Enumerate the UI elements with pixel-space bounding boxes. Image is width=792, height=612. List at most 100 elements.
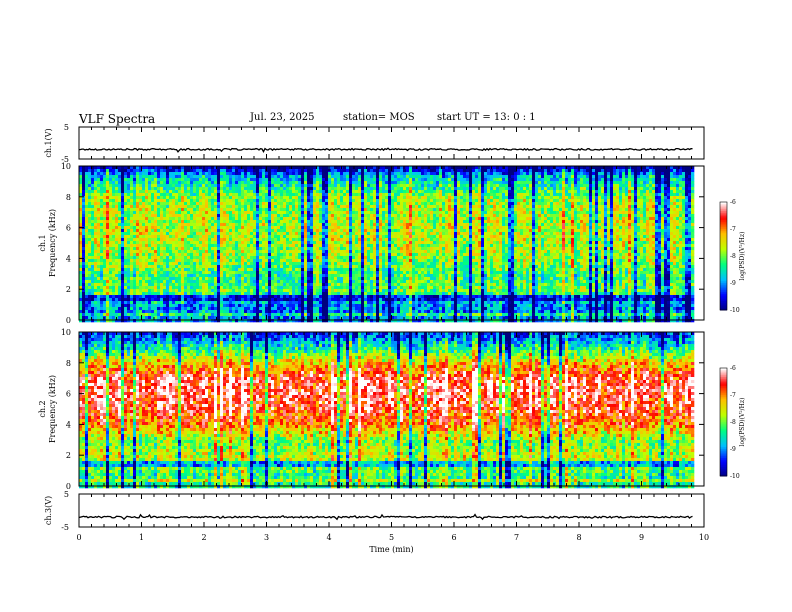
spectro-cell xyxy=(232,286,236,290)
spectro-cell xyxy=(349,220,353,224)
spectro-cell xyxy=(343,241,347,245)
spectro-cell xyxy=(100,190,104,194)
spectro-cell xyxy=(298,292,302,296)
spectro-cell xyxy=(274,280,278,284)
spectro-cell xyxy=(82,238,86,242)
spectro-cell xyxy=(295,184,299,188)
spectro-cell xyxy=(196,214,200,218)
spectro-cell xyxy=(205,238,209,242)
spectro-cell xyxy=(103,265,107,269)
spectro-cell xyxy=(109,319,113,323)
spectro-cell xyxy=(217,241,221,245)
spectro-cell xyxy=(223,235,227,239)
spectro-cell xyxy=(271,265,275,269)
spectro-cell xyxy=(217,166,221,170)
spectro-cell xyxy=(346,271,350,275)
spectro-cell xyxy=(295,217,299,221)
spectro-cell xyxy=(172,199,176,203)
spectro-cell xyxy=(334,268,338,272)
spectro-cell xyxy=(193,199,197,203)
spectro-cell xyxy=(283,238,287,242)
spectro-cell xyxy=(238,259,242,263)
spectro-cell xyxy=(85,223,89,227)
spectro-cell xyxy=(130,187,134,191)
spectro-cell xyxy=(196,283,200,287)
spectro-cell xyxy=(85,316,89,320)
spectro-cell xyxy=(124,196,128,200)
spectro-cell xyxy=(325,223,329,227)
spectro-cell xyxy=(214,262,218,266)
spectro-cell xyxy=(202,217,206,221)
spectro-cell xyxy=(202,277,206,281)
spectro-cell xyxy=(331,310,335,314)
spectro-cell xyxy=(247,229,251,233)
spectro-cell xyxy=(340,241,344,245)
spectro-cell xyxy=(157,208,161,212)
spectro-cell xyxy=(355,235,359,239)
spectro-cell xyxy=(223,214,227,218)
spectro-cell xyxy=(175,193,179,197)
spectro-cell xyxy=(349,223,353,227)
spectro-cell xyxy=(280,310,284,314)
spectro-cell xyxy=(133,277,137,281)
spectro-cell xyxy=(85,208,89,212)
spectro-cell xyxy=(319,181,323,185)
spectro-cell xyxy=(310,235,314,239)
spectro-cell xyxy=(316,241,320,245)
spectro-cell xyxy=(229,202,233,206)
spectro-cell xyxy=(115,310,119,314)
spectro-cell xyxy=(187,319,191,323)
spectro-cell xyxy=(343,286,347,290)
spectro-cell xyxy=(283,196,287,200)
spectro-cell xyxy=(283,184,287,188)
spectro-cell xyxy=(136,196,140,200)
spectro-cell xyxy=(205,175,209,179)
spectro-cell xyxy=(361,241,365,245)
spectro-cell xyxy=(208,313,212,317)
spectro-cell xyxy=(325,232,329,236)
spectro-cell xyxy=(232,205,236,209)
spectro-cell xyxy=(325,238,329,242)
spectro-cell xyxy=(334,316,338,320)
spectro-cell xyxy=(109,193,113,197)
spectro-cell xyxy=(211,292,215,296)
spectro-cell xyxy=(340,190,344,194)
spectro-cell xyxy=(241,256,245,260)
spectro-cell xyxy=(118,169,122,173)
spectro-cell xyxy=(130,244,134,248)
spectro-cell xyxy=(316,217,320,221)
spectro-cell xyxy=(247,199,251,203)
spectro-cell xyxy=(94,235,98,239)
spectro-cell xyxy=(145,202,149,206)
spectro-cell xyxy=(169,181,173,185)
spectro-cell xyxy=(268,217,272,221)
spectro-cell xyxy=(208,223,212,227)
spectro-cell xyxy=(247,247,251,251)
spectro-cell xyxy=(124,271,128,275)
spectro-cell xyxy=(298,241,302,245)
spectro-cell xyxy=(322,316,326,320)
spectro-cell xyxy=(328,292,332,296)
spectro-cell xyxy=(172,241,176,245)
spectro-cell xyxy=(121,199,125,203)
spectro-cell xyxy=(118,205,122,209)
spectro-cell xyxy=(328,268,332,272)
spectro-cell xyxy=(205,250,209,254)
spectro-cell xyxy=(220,250,224,254)
spectro-cell xyxy=(163,268,167,272)
spectro-cell xyxy=(259,178,263,182)
spectro-cell xyxy=(187,193,191,197)
spectro-cell xyxy=(115,169,119,173)
spectro-cell xyxy=(196,232,200,236)
spectro-cell xyxy=(82,289,86,293)
spectro-cell xyxy=(292,187,296,191)
spectro-cell xyxy=(160,247,164,251)
spectro-cell xyxy=(322,232,326,236)
spectro-cell xyxy=(337,289,341,293)
spectro-cell xyxy=(229,265,233,269)
spectro-cell xyxy=(253,184,257,188)
spectro-cell xyxy=(355,166,359,170)
spectro-cell xyxy=(103,196,107,200)
spectro-cell xyxy=(229,316,233,320)
spectro-cell xyxy=(190,226,194,230)
